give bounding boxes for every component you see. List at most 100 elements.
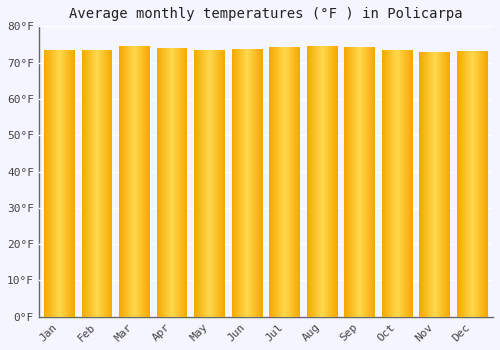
- Bar: [365, 47, 366, 317]
- Bar: [83, 49, 84, 317]
- Bar: [119, 46, 120, 317]
- Bar: [96, 49, 97, 317]
- Title: Average monthly temperatures (°F ) in Policarpa: Average monthly temperatures (°F ) in Po…: [69, 7, 462, 21]
- Bar: [390, 49, 391, 317]
- Bar: [411, 49, 412, 317]
- Bar: [195, 49, 196, 317]
- Bar: [44, 50, 45, 317]
- Bar: [250, 49, 251, 317]
- Bar: [287, 47, 288, 317]
- Bar: [291, 47, 292, 317]
- Bar: [366, 47, 368, 317]
- Bar: [129, 46, 130, 317]
- Bar: [159, 48, 160, 317]
- Bar: [384, 49, 385, 317]
- Bar: [210, 49, 211, 317]
- Bar: [382, 49, 384, 317]
- Bar: [296, 47, 297, 317]
- Bar: [138, 46, 139, 317]
- Bar: [245, 49, 246, 317]
- Bar: [448, 52, 450, 317]
- Bar: [421, 52, 422, 317]
- Bar: [458, 51, 460, 317]
- Bar: [126, 46, 127, 317]
- Bar: [70, 50, 71, 317]
- Bar: [410, 49, 411, 317]
- Bar: [293, 47, 294, 317]
- Bar: [140, 46, 141, 317]
- Bar: [86, 49, 87, 317]
- Bar: [71, 50, 72, 317]
- Bar: [198, 49, 199, 317]
- Bar: [422, 52, 424, 317]
- Bar: [318, 46, 319, 317]
- Bar: [348, 47, 349, 317]
- Bar: [146, 46, 147, 317]
- Bar: [221, 49, 222, 317]
- Bar: [346, 47, 348, 317]
- Bar: [432, 52, 434, 317]
- Bar: [104, 49, 106, 317]
- Bar: [136, 46, 137, 317]
- Bar: [310, 46, 312, 317]
- Bar: [274, 47, 276, 317]
- Bar: [294, 47, 296, 317]
- Bar: [166, 48, 168, 317]
- Bar: [486, 51, 487, 317]
- Bar: [472, 51, 473, 317]
- Bar: [394, 49, 395, 317]
- Bar: [478, 51, 480, 317]
- Bar: [276, 47, 277, 317]
- Bar: [278, 47, 280, 317]
- Bar: [67, 50, 68, 317]
- Bar: [158, 48, 159, 317]
- Bar: [288, 47, 290, 317]
- Bar: [464, 51, 466, 317]
- Bar: [64, 50, 65, 317]
- Bar: [127, 46, 128, 317]
- Bar: [107, 49, 108, 317]
- Bar: [61, 50, 62, 317]
- Bar: [388, 49, 389, 317]
- Bar: [236, 49, 237, 317]
- Bar: [202, 49, 203, 317]
- Bar: [466, 51, 467, 317]
- Bar: [471, 51, 472, 317]
- Bar: [218, 49, 219, 317]
- Bar: [183, 48, 184, 317]
- Bar: [474, 51, 476, 317]
- Bar: [372, 47, 373, 317]
- Bar: [283, 47, 284, 317]
- Bar: [467, 51, 468, 317]
- Bar: [164, 48, 165, 317]
- Bar: [74, 50, 75, 317]
- Bar: [436, 52, 437, 317]
- Bar: [328, 46, 329, 317]
- Bar: [256, 49, 257, 317]
- Bar: [54, 50, 55, 317]
- Bar: [50, 50, 51, 317]
- Bar: [277, 47, 278, 317]
- Bar: [354, 47, 355, 317]
- Bar: [111, 49, 112, 317]
- Bar: [473, 51, 474, 317]
- Bar: [480, 51, 481, 317]
- Bar: [323, 46, 324, 317]
- Bar: [435, 52, 436, 317]
- Bar: [261, 49, 262, 317]
- Bar: [260, 49, 261, 317]
- Bar: [199, 49, 200, 317]
- Bar: [391, 49, 392, 317]
- Bar: [48, 50, 50, 317]
- Bar: [386, 49, 388, 317]
- Bar: [324, 46, 326, 317]
- Bar: [173, 48, 174, 317]
- Bar: [337, 46, 338, 317]
- Bar: [428, 52, 430, 317]
- Bar: [124, 46, 126, 317]
- Bar: [356, 47, 358, 317]
- Bar: [110, 49, 111, 317]
- Bar: [298, 47, 300, 317]
- Bar: [100, 49, 101, 317]
- Bar: [320, 46, 322, 317]
